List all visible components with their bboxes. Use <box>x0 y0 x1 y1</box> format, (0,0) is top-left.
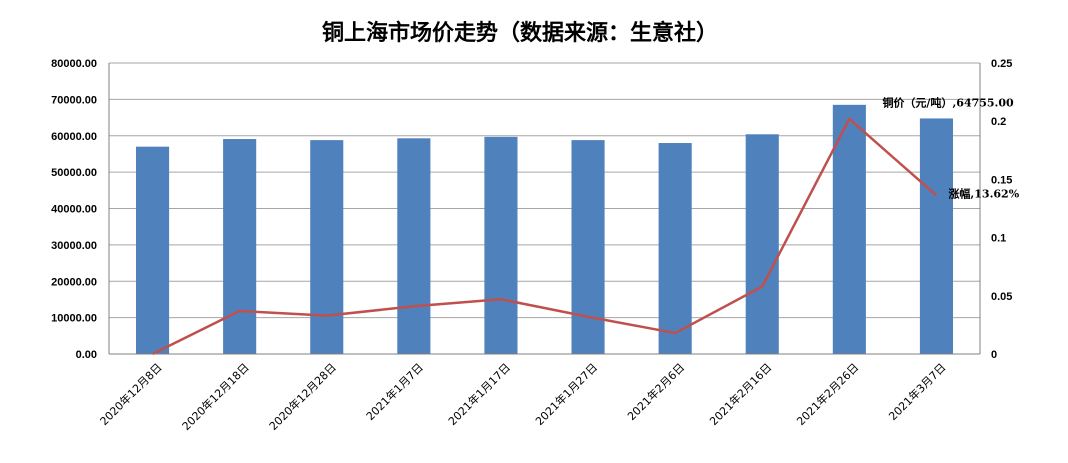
left-tick-label: 10000.00 <box>51 313 97 325</box>
line-series <box>151 117 938 356</box>
data-label: 铜价（元/吨）,64755.00 <box>881 95 1014 109</box>
x-tick-label: 2020年12月28日 <box>266 360 339 433</box>
bar <box>745 134 779 354</box>
x-tick-label: 2020年12月8日 <box>97 360 165 428</box>
left-tick-label: 30000.00 <box>51 240 97 252</box>
bar <box>136 146 170 354</box>
x-tick-label: 2020年12月18日 <box>179 360 252 433</box>
x-tick-label: 2021年1月27日 <box>532 360 600 428</box>
x-tick-label: 2021年1月17日 <box>445 360 513 428</box>
left-tick-label: 70000.00 <box>51 94 97 106</box>
left-tick-label: 0.00 <box>76 349 97 361</box>
x-tick-label: 2021年1月7日 <box>363 360 426 423</box>
right-tick-label: 0.25 <box>991 58 1012 70</box>
bar <box>484 136 518 354</box>
right-tick-label: 0.1 <box>991 233 1006 245</box>
right-tick-label: 0.2 <box>991 116 1006 128</box>
data-label: 涨幅,13.62% <box>948 186 1019 200</box>
bar <box>397 138 431 354</box>
left-tick-label: 80000.00 <box>51 58 97 70</box>
bar <box>832 104 866 354</box>
bar <box>310 140 344 354</box>
right-tick-label: 0.05 <box>991 291 1012 303</box>
left-tick-label: 50000.00 <box>51 167 97 179</box>
bar-series <box>136 104 953 354</box>
x-tick-label: 2021年2月26日 <box>794 360 862 428</box>
x-tick-label: 2021年2月6日 <box>624 360 687 423</box>
x-axis-ticks: 2020年12月8日 2020年12月18日 2020年12月28日 2021年1月7… <box>97 360 949 433</box>
bar <box>223 139 257 354</box>
right-axis-ticks: 0 0.05 0.1 0.15 0.2 0.25 <box>991 58 1012 361</box>
chart-title: 铜上海市场价走势（数据来源：生意社） <box>322 20 718 46</box>
annotations: 铜价（元/吨）,64755.00 涨幅,13.62% <box>881 95 1019 200</box>
left-tick-label: 40000.00 <box>51 204 97 216</box>
bar <box>919 118 953 354</box>
left-axis-ticks: 0.00 10000.00 20000.00 30000.00 40000.00 5000… <box>51 58 97 361</box>
right-tick-label: 0 <box>991 349 997 361</box>
bar <box>571 140 605 354</box>
left-tick-label: 60000.00 <box>51 131 97 143</box>
x-tick-label: 2021年3月7日 <box>886 360 949 423</box>
right-tick-label: 0.15 <box>991 174 1012 186</box>
series-line <box>151 117 938 356</box>
x-tick-label: 2021年2月16日 <box>706 360 774 428</box>
axes <box>108 63 981 355</box>
left-tick-label: 20000.00 <box>51 276 97 288</box>
bar <box>658 143 692 354</box>
